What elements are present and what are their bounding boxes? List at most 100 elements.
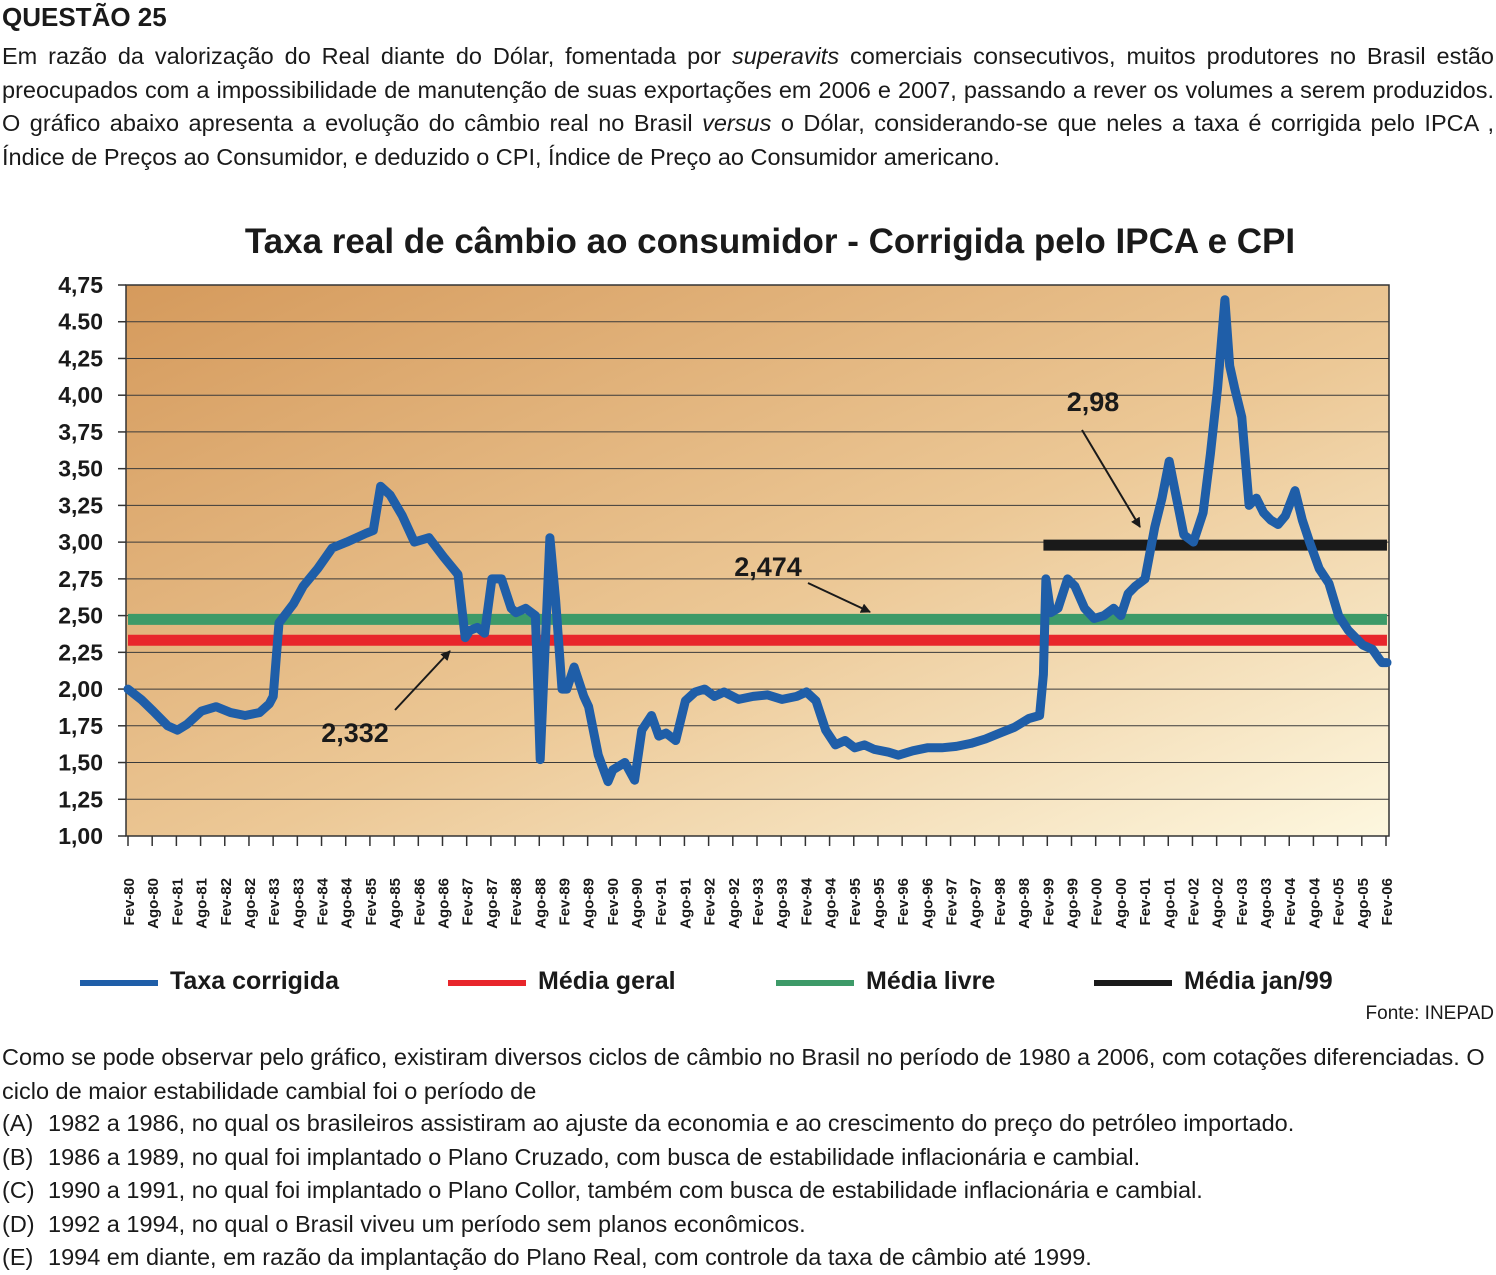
- x-tick-label: Ago-87: [484, 878, 501, 929]
- y-tick-label: 1,00: [58, 823, 103, 849]
- x-tick-label: Fev-90: [605, 878, 622, 926]
- stem-text: Como se pode observar pelo gráfico, exis…: [2, 1044, 1485, 1104]
- x-tick-label: Ago-89: [581, 878, 598, 929]
- x-tick-label: Fev-96: [895, 878, 912, 926]
- x-tick-label: Fev-05: [1331, 878, 1348, 926]
- x-tick-label: Ago-80: [145, 878, 162, 929]
- x-tick-label: Ago-95: [871, 878, 888, 929]
- option-letter: (A): [2, 1110, 34, 1136]
- annotation-arrow: [1081, 429, 1141, 528]
- y-tick-label: 2,00: [58, 676, 103, 702]
- intro-text: Em razão da valorização do Real diante d…: [2, 43, 1494, 170]
- legend-swatch-media-jan99: [1094, 980, 1172, 986]
- x-tick-label: Ago-02: [1210, 878, 1227, 929]
- x-tick-label: Ago-96: [919, 878, 936, 929]
- y-tick-label: 4,75: [58, 272, 103, 298]
- legend-label-media-jan99: Média jan/99: [1184, 967, 1333, 995]
- x-tick-label: Ago-91: [677, 878, 694, 929]
- x-tick-label: Fev-06: [1379, 878, 1396, 926]
- x-tick-label: Ago-05: [1355, 878, 1372, 929]
- x-tick-label: Fev-00: [1089, 878, 1106, 926]
- legend-swatch-media-geral: [448, 980, 526, 986]
- x-tick-label: Ago-82: [242, 878, 259, 929]
- y-tick-label: 1,50: [58, 750, 103, 776]
- x-tick-label: Ago-99: [1065, 878, 1082, 929]
- x-tick-label: Ago-93: [774, 878, 791, 929]
- option-text: 1992 a 1994, no qual o Brasil viveu um p…: [48, 1210, 806, 1237]
- option-letter: (D): [2, 1210, 35, 1237]
- y-tick-label: 2,50: [58, 603, 103, 629]
- x-tick-label: Ago-86: [436, 878, 453, 929]
- y-tick-label: 3,00: [58, 529, 103, 555]
- legend-label-taxa-corrigida: Taxa corrigida: [170, 967, 340, 995]
- x-tick-label: Fev-97: [944, 878, 961, 926]
- question-intro: Em razão da valorização do Real diante d…: [2, 40, 1494, 174]
- x-tick-label: Ago-85: [387, 878, 404, 929]
- x-tick-label: Fev-86: [411, 878, 428, 926]
- x-tick-label: Fev-87: [460, 878, 477, 926]
- x-tick-label: Fev-02: [1185, 878, 1202, 926]
- y-tick-label: 4,25: [58, 345, 103, 371]
- x-tick-label: Fev-82: [218, 878, 235, 926]
- legend-label-media-livre: Média livre: [866, 967, 996, 995]
- x-tick-label: Fev-81: [169, 878, 186, 926]
- annotation-arrow: [394, 650, 451, 711]
- option-b[interactable]: (B) 1986 a 1989, no qual foi implantado o…: [2, 1141, 1294, 1175]
- x-tick-label: Fev-83: [266, 878, 283, 926]
- x-tick-label: Fev-01: [1137, 878, 1154, 926]
- chart-title: Taxa real de câmbio ao consumidor - Corr…: [244, 222, 1296, 261]
- option-a[interactable]: (A) 1982 a 1986, no qual os brasileiros a…: [2, 1107, 1294, 1141]
- x-tick-label: Fev-80: [121, 878, 138, 926]
- option-text: 1982 a 1986, no qual os brasileiros assi…: [48, 1110, 1295, 1136]
- annotation-label: 2,332: [321, 718, 389, 748]
- x-tick-label: Ago-94: [823, 877, 840, 928]
- x-tick-label: Fev-04: [1282, 877, 1299, 925]
- x-tick-label: Ago-03: [1258, 878, 1275, 929]
- x-tick-label: Fev-99: [1040, 878, 1057, 926]
- annotation-label: 2,474: [734, 552, 802, 582]
- annotation-arrow: [807, 582, 871, 613]
- x-tick-label: Ago-92: [726, 878, 743, 929]
- y-tick-label: 4,00: [58, 382, 103, 408]
- option-text: 1990 a 1991, no qual foi implantado o Pl…: [48, 1177, 1203, 1203]
- option-letter: (C): [2, 1177, 35, 1203]
- option-text: 1986 a 1989, no qual foi implantado o Pl…: [48, 1143, 1141, 1170]
- x-tick-label: Fev-89: [556, 878, 573, 926]
- x-tick-label: Fev-85: [363, 878, 380, 926]
- option-c[interactable]: (C) 1990 a 1991, no qual foi implantado o…: [2, 1174, 1294, 1208]
- x-tick-label: Ago-88: [532, 878, 549, 929]
- question-stem: Como se pode observar pelo gráfico, exis…: [2, 1041, 1494, 1108]
- x-tick-label: Fev-93: [750, 878, 767, 926]
- x-tick-label: Ago-98: [1016, 878, 1033, 929]
- x-tick-label: Ago-84: [339, 877, 356, 928]
- y-tick-label: 4.50: [58, 309, 103, 335]
- legend-swatch-media-livre: [776, 980, 854, 986]
- x-tick-label: Fev-95: [847, 878, 864, 926]
- y-tick-label: 3,25: [58, 492, 103, 518]
- y-tick-label: 1,25: [58, 786, 103, 812]
- x-tick-label: Ago-81: [194, 878, 211, 929]
- x-tick-label: Fev-88: [508, 878, 525, 926]
- plot-area: [125, 284, 1390, 837]
- option-letter: (E): [2, 1244, 34, 1270]
- option-e[interactable]: (E) 1994 em diante, em razão da implantaç…: [2, 1241, 1294, 1275]
- x-tick-label: Fev-94: [798, 877, 815, 925]
- y-tick-label: 2,75: [58, 566, 103, 592]
- y-tick-label: 2,25: [58, 639, 103, 665]
- option-letter: (B): [2, 1143, 34, 1170]
- chart-source: Fonte: INEPAD: [1365, 1003, 1494, 1024]
- question-number: QUESTÃO 25: [2, 2, 167, 32]
- x-tick-label: Ago-01: [1161, 878, 1178, 929]
- x-tick-label: Ago-90: [629, 878, 646, 929]
- x-tick-label: Ago-83: [290, 878, 307, 929]
- x-tick-label: Fev-84: [315, 877, 332, 925]
- x-tick-label: Ago-00: [1113, 878, 1130, 929]
- x-tick-label: Fev-91: [653, 878, 670, 926]
- y-tick-label: 1,75: [58, 713, 103, 739]
- option-d[interactable]: (D) 1992 a 1994, no qual o Brasil viveu u…: [2, 1208, 1294, 1242]
- y-tick-label: 3,50: [58, 456, 103, 482]
- x-tick-label: Ago-97: [968, 878, 985, 929]
- answer-options: (A) 1982 a 1986, no qual os brasileiros a…: [2, 1107, 1294, 1275]
- legend-swatch-taxa-corrigida: [80, 980, 158, 986]
- x-tick-label: Fev-92: [702, 878, 719, 926]
